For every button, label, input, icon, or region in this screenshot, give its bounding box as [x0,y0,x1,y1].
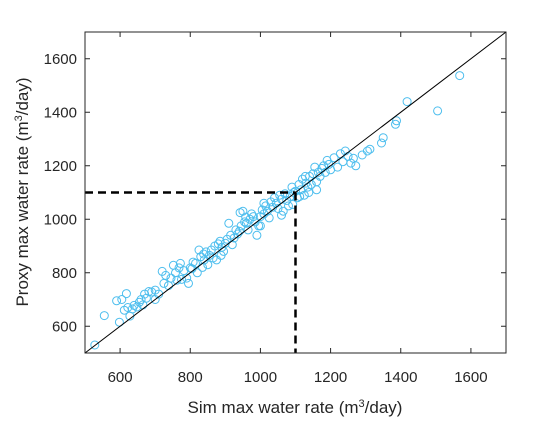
scatter-point [270,193,279,203]
scatter-point [175,258,185,268]
scatter-point [141,293,151,303]
scatter-point [99,311,109,321]
scatter-point [392,116,401,126]
scatter-point [255,221,265,231]
scatter-point [132,302,142,312]
scatter-point [259,198,269,208]
scatter-point [121,289,131,299]
y-tick-label: 800 [52,265,77,282]
scatter-point [288,200,298,209]
scatter-point [300,171,310,181]
scatter-point [377,138,386,148]
scatter-point [329,153,339,163]
scatter-point [362,146,372,156]
scatter-point [252,230,262,240]
scatter-point [212,255,222,265]
x-tick-label: 800 [178,369,203,386]
x-tick-label: 1000 [244,369,277,386]
scatter-point [199,249,209,259]
scatter-point [240,217,250,227]
scatter-point [275,190,285,200]
scatter-point [90,340,100,350]
scatter-point [391,119,400,129]
scatter-point [402,97,412,107]
scatter-point [215,236,225,246]
scatter-point [241,212,251,222]
scatter-point [304,188,314,197]
y-tick-label: 1400 [44,104,77,121]
scatter-point [348,153,358,163]
y-tick-label: 1000 [44,211,77,228]
plot-area-frame [84,31,507,354]
y-tick-label: 600 [52,318,77,335]
scatter-point [455,71,465,81]
x-axis-label: Sim max water rate (m3/day) [188,398,403,417]
x-tick-label: 1400 [384,369,417,386]
scatter-point [177,274,186,284]
scatter-point [284,201,293,211]
scatter-point [312,185,322,195]
scatter-point [224,218,234,228]
scatter-point [299,190,309,200]
scatter-point [185,263,195,273]
scatter-point [159,278,169,288]
scatter-point [166,273,176,283]
y-tick-label: 1600 [44,51,77,68]
y-tick-label: 1200 [44,158,77,175]
scatter-point [365,144,375,154]
scatter-point [188,257,198,267]
scatter-point [278,206,288,216]
scatter-point [164,281,173,291]
y-axis-ticks: 600 800 1000 1200 1400 1600 [44,51,506,335]
scatter-point [174,263,184,273]
scatter-point [117,295,127,304]
scatter-point [129,300,139,310]
scatter-point [243,225,253,235]
scatter-point [333,162,343,172]
scatter-point [216,250,226,260]
y-axis-label: Proxy max water rate (m3/day) [13,77,32,306]
scatter-point [264,213,274,223]
scatter-point [378,133,388,143]
scatter-point [277,210,286,220]
scatter-point [357,150,367,160]
x-tick-label: 1200 [314,369,347,386]
scatter-point [123,303,133,312]
x-tick-label: 600 [108,369,133,386]
scatter-point [203,260,213,270]
x-axis-ticks: 600 800 1000 1200 1400 1600 [108,32,488,386]
scatter-point [280,189,290,199]
scatter-point [112,296,122,306]
scatter-point [346,158,356,168]
marker-layer [90,71,465,350]
scatter-point [433,106,443,116]
scatter-point [150,295,160,304]
scatter-point [184,278,193,288]
scatter-point [351,161,361,171]
x-tick-label: 1600 [454,369,487,386]
scatter-point [235,208,245,218]
